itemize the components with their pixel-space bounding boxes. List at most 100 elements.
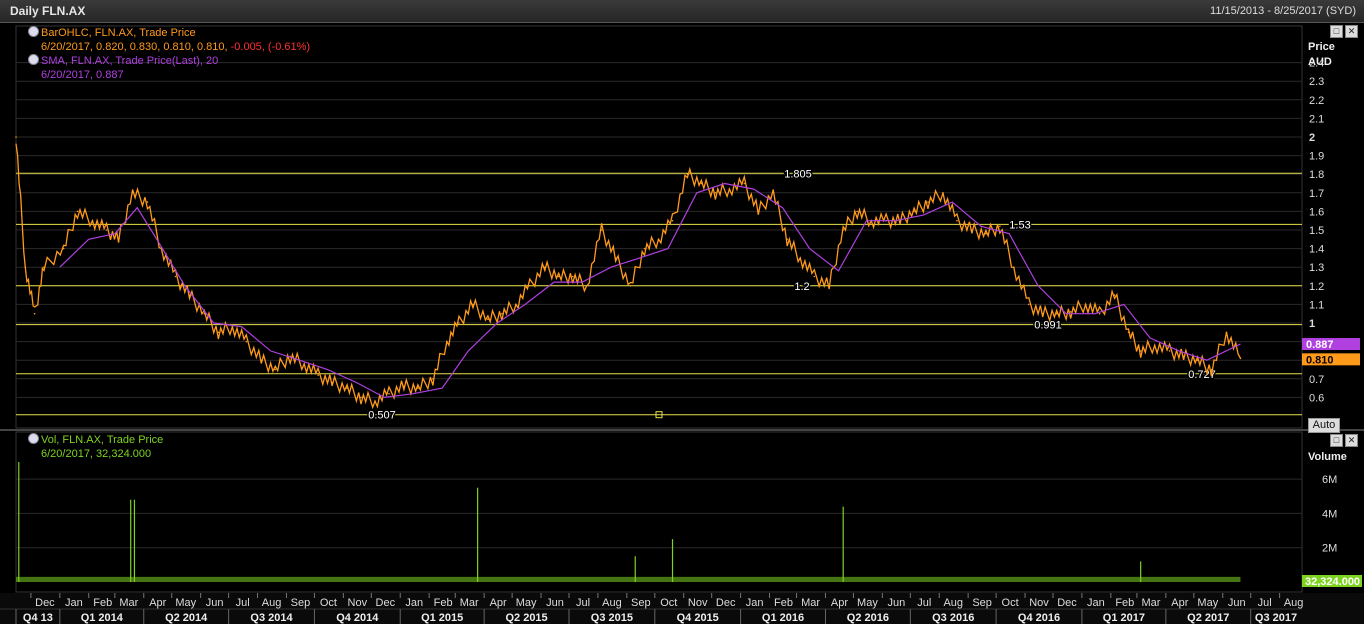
month-label: Dec <box>716 597 736 609</box>
maximize-pane-icon[interactable]: □ <box>1330 25 1343 38</box>
price-point <box>1069 311 1072 313</box>
quarter-label: Q4 2016 <box>1018 612 1060 624</box>
price-point <box>1013 266 1015 268</box>
auto-scale-button[interactable]: Auto <box>1308 418 1340 433</box>
volume-legend: Vol, FLN.AX, Trade Price 6/20/2017, 32,3… <box>28 433 163 461</box>
price-point <box>743 182 746 185</box>
price-point <box>529 285 531 287</box>
sma-line <box>59 182 1241 399</box>
horizontal-level-lines: 1.805 1.53 1.2 0.991 0.727 0.507 <box>16 167 1302 423</box>
quarter-label: Q4 13 <box>23 612 53 624</box>
close-pane-icon[interactable]: ✕ <box>1345 434 1358 447</box>
price-point <box>1055 312 1058 315</box>
price-tick-label: 1.9 <box>1309 151 1324 163</box>
price-point <box>1196 359 1199 362</box>
price-point <box>303 363 305 365</box>
price-point <box>686 173 689 175</box>
price-point <box>600 229 603 231</box>
price-point <box>501 312 503 315</box>
month-label: Jul <box>1258 597 1272 609</box>
level-handle[interactable] <box>655 411 663 419</box>
price-point <box>91 219 94 222</box>
price-point <box>188 294 191 296</box>
price-point <box>131 192 134 194</box>
quarter-label: Q3 2014 <box>250 612 293 624</box>
volume-axis-title: Volume <box>1308 451 1347 463</box>
month-label: Sep <box>972 597 992 609</box>
chart-window-title: Daily FLN.AX <box>10 4 86 18</box>
level-label: 0.991 <box>1034 320 1062 332</box>
price-point <box>813 275 816 278</box>
price-tick-label: 2.2 <box>1309 95 1324 107</box>
price-point <box>1168 350 1171 352</box>
price-point <box>1239 357 1242 360</box>
price-point <box>1113 294 1116 296</box>
price-point <box>33 312 36 315</box>
price-last-value-label: 0.810 <box>1306 354 1334 366</box>
quarter-label: Q2 2014 <box>165 612 208 624</box>
price-point <box>117 238 120 241</box>
sma-last-value-label: 0.887 <box>1306 339 1334 351</box>
price-point <box>472 303 474 306</box>
price-point <box>757 210 760 213</box>
price-tick-label: 1 <box>1309 318 1315 330</box>
price-point <box>1210 368 1213 371</box>
month-label: May <box>516 597 537 609</box>
price-point <box>331 381 333 384</box>
price-point <box>728 188 731 190</box>
price-point <box>432 378 434 380</box>
month-label: Jun <box>206 597 224 609</box>
price-point <box>657 238 660 241</box>
month-label: Jan <box>405 597 423 609</box>
price-point <box>614 257 617 259</box>
month-label: Jan <box>1087 597 1105 609</box>
price-point <box>458 322 460 324</box>
month-label: Dec <box>1057 597 1077 609</box>
price-point <box>700 182 703 185</box>
price-point <box>585 285 588 287</box>
close-pane-icon[interactable]: ✕ <box>1345 25 1358 38</box>
price-point <box>856 210 858 213</box>
price-tick-label: 0.7 <box>1309 374 1324 386</box>
quarter-label: Q2 2015 <box>505 612 547 624</box>
month-label: May <box>857 597 878 609</box>
price-point <box>43 266 45 268</box>
price-point <box>245 340 248 343</box>
level-label: 1.805 <box>784 168 812 180</box>
month-label: Jul <box>236 597 250 609</box>
month-label: Apr <box>490 597 507 609</box>
month-label: Oct <box>320 597 337 609</box>
price-point <box>1127 331 1130 334</box>
price-point <box>571 275 574 278</box>
price-point <box>1153 344 1156 347</box>
volume-baseline-band <box>16 576 1241 582</box>
level-label: 1.2 <box>794 281 809 293</box>
month-label: Feb <box>774 597 793 609</box>
price-legend-values: 6/20/2017, 0.820, 0.830, 0.810, 0.810, <box>41 41 231 53</box>
price-point <box>346 387 348 389</box>
price-tick-label: 2.1 <box>1309 113 1324 125</box>
month-label: Jun <box>887 597 905 609</box>
price-tick-label: 1.2 <box>1309 281 1324 293</box>
price-point <box>772 192 775 194</box>
price-point <box>1084 303 1087 306</box>
price-tick-label: 2.4 <box>1309 58 1324 70</box>
price-point <box>217 331 220 334</box>
quarter-label: Q2 2016 <box>847 612 889 624</box>
price-series <box>15 136 1242 410</box>
price-point <box>842 229 844 231</box>
price-axis-title: Price <box>1308 41 1335 53</box>
series-toggle-icon[interactable] <box>28 54 39 65</box>
price-axis-unit: AUD <box>1308 56 1332 68</box>
price-point <box>374 400 376 402</box>
month-label: Jun <box>1228 597 1246 609</box>
series-toggle-icon[interactable] <box>28 433 39 444</box>
maximize-pane-icon[interactable]: □ <box>1330 434 1343 447</box>
month-label: Jul <box>576 597 590 609</box>
price-point <box>799 257 802 259</box>
price-point <box>786 238 789 241</box>
series-toggle-icon[interactable] <box>28 26 39 37</box>
price-point <box>1098 312 1101 315</box>
price-point <box>956 219 958 222</box>
